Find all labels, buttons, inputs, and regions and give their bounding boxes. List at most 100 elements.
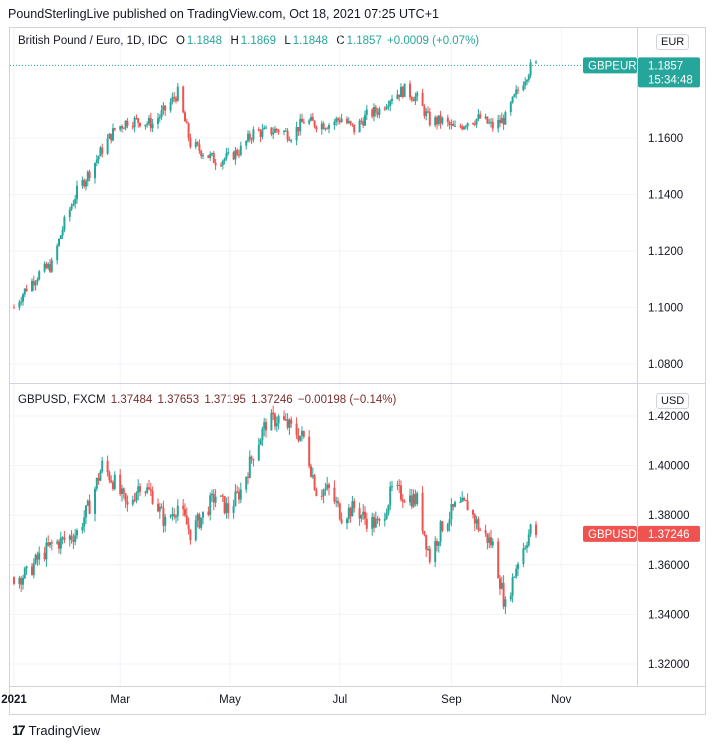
candle-body xyxy=(214,162,217,166)
candle-body xyxy=(63,537,66,540)
candle-body xyxy=(13,577,15,584)
candle-body xyxy=(106,138,109,154)
price-axis-label: 1.40000 xyxy=(648,461,690,473)
candle-body xyxy=(441,521,444,531)
bottom-legend[interactable]: GBPUSD, FXCM 1.37484 1.37653 1.37195 1.3… xyxy=(18,394,398,406)
candle-body xyxy=(526,80,528,82)
candle-body xyxy=(378,518,381,521)
candle-body xyxy=(490,537,492,546)
candle-body xyxy=(257,445,260,461)
candle-body xyxy=(338,503,341,520)
candle-body xyxy=(108,133,111,139)
candle-body xyxy=(362,121,365,126)
candle-body xyxy=(297,435,300,441)
time-axis-label: Nov xyxy=(551,694,572,706)
candle-body xyxy=(464,500,467,502)
bottom-currency-button[interactable]: USD xyxy=(656,393,690,409)
candle-body xyxy=(198,514,201,528)
candle-body xyxy=(439,115,442,124)
candle-body xyxy=(486,116,489,124)
candle-body xyxy=(207,511,210,515)
candle-body xyxy=(358,120,361,133)
price-axis-label: 1.42000 xyxy=(648,411,690,423)
symbol-tag-bg xyxy=(583,525,637,542)
candle-body xyxy=(85,181,87,187)
candle-body xyxy=(173,514,176,517)
candle-body xyxy=(515,89,518,95)
candle-body xyxy=(490,121,492,123)
candle-body xyxy=(97,478,100,481)
candle-body xyxy=(200,517,203,528)
candle-body xyxy=(113,474,116,489)
candle-body xyxy=(13,307,15,309)
candle-body xyxy=(416,492,419,504)
candle-body xyxy=(232,506,235,513)
candle-body xyxy=(86,171,89,182)
candle-body xyxy=(421,92,424,107)
time-axis-label: 2021 xyxy=(1,694,27,706)
price-axis-label: 1.32000 xyxy=(648,659,690,671)
time-axis-separator xyxy=(10,686,705,687)
candle-body xyxy=(502,118,505,125)
candle-body xyxy=(437,115,440,125)
price-axis-label: 1.1400 xyxy=(648,190,683,202)
candle-body xyxy=(171,96,174,102)
candle-body xyxy=(45,263,48,269)
candle-body xyxy=(441,117,444,124)
candle-body xyxy=(184,509,186,516)
candle-body xyxy=(94,488,96,514)
candle-body xyxy=(295,423,298,436)
candle-body xyxy=(409,83,411,98)
bottom-legend-low: 1.37195 xyxy=(204,394,246,406)
candle-body xyxy=(428,111,431,126)
candle-body xyxy=(151,123,154,129)
candle-body xyxy=(149,489,152,492)
candle-body xyxy=(427,548,429,550)
candle-body xyxy=(47,264,50,269)
candle-body xyxy=(20,301,23,303)
candle-body xyxy=(277,416,280,424)
candle-body xyxy=(454,502,456,507)
top-currency-button[interactable]: EUR xyxy=(656,34,690,50)
candle-body xyxy=(194,142,197,148)
candle-body xyxy=(302,431,305,437)
candle-body xyxy=(479,114,482,119)
candle-body xyxy=(250,456,253,460)
candle-body xyxy=(365,109,368,115)
candle-body xyxy=(364,511,366,519)
candle-body xyxy=(101,147,104,154)
candle-body xyxy=(245,140,248,146)
candle-body xyxy=(400,86,402,98)
candle-body xyxy=(346,118,348,124)
price-axis-label: 1.1200 xyxy=(648,246,683,258)
price-axis-label: 1.0800 xyxy=(648,359,683,371)
candle-body xyxy=(32,280,35,286)
candle-body xyxy=(36,279,39,283)
candle-body xyxy=(202,511,204,518)
candle-body xyxy=(322,123,325,130)
candle-body xyxy=(124,120,127,129)
candle-body xyxy=(88,171,91,179)
candle-body xyxy=(76,530,78,536)
candle-body xyxy=(295,126,298,141)
candle-body xyxy=(373,516,375,528)
candle-body xyxy=(175,98,177,101)
candle-body xyxy=(337,118,339,121)
candle-body xyxy=(473,514,476,524)
candle-body xyxy=(169,101,172,111)
candle-body xyxy=(401,86,404,97)
candle-body xyxy=(36,554,39,560)
candle-body xyxy=(211,493,213,496)
candle-body xyxy=(511,96,514,103)
pane-divider[interactable] xyxy=(10,383,705,384)
candle-body xyxy=(223,158,226,161)
candle-body xyxy=(225,503,228,514)
candle-body xyxy=(371,516,374,529)
candle-body xyxy=(414,96,417,102)
candle-body xyxy=(311,475,314,477)
candle-body xyxy=(74,535,77,542)
candle-body xyxy=(239,145,242,155)
footer-brand[interactable]: 17 TradingView xyxy=(12,722,100,738)
